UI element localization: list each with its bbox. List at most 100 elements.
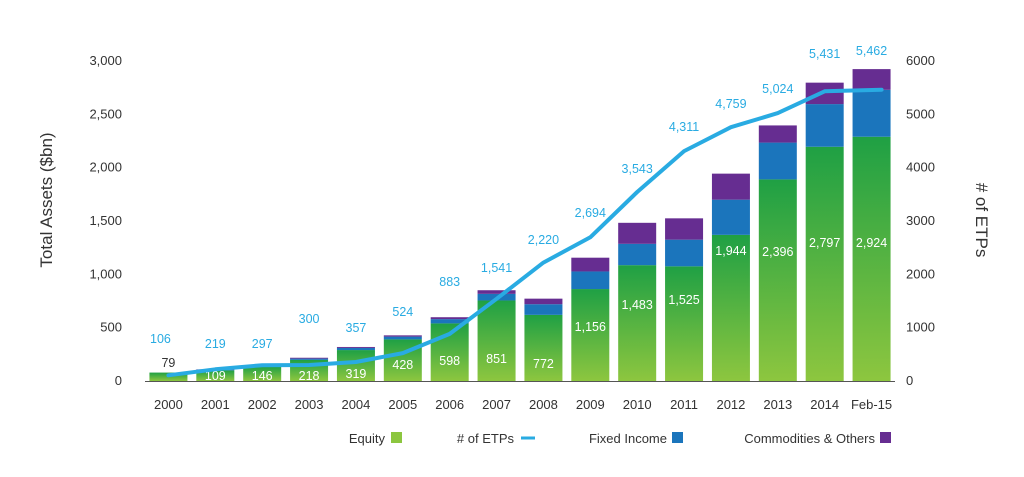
bar-equity xyxy=(243,366,282,381)
etp-value-label: 2,694 xyxy=(575,206,606,220)
etp-value-label: 524 xyxy=(392,305,413,319)
right-tick-label: 4000 xyxy=(906,160,935,175)
right-tick-label: 1000 xyxy=(906,320,935,335)
bar-fixed-income xyxy=(524,304,563,315)
etp-value-label: 883 xyxy=(439,275,460,289)
etp-value-label: 4,311 xyxy=(669,120,699,134)
total-value-label: 1,156 xyxy=(575,320,606,334)
right-tick-label: 6000 xyxy=(906,53,935,68)
etp-count-line xyxy=(166,87,884,378)
total-value-label: 319 xyxy=(346,367,367,381)
right-tick-label: 0 xyxy=(906,373,913,388)
total-value-label: 1,483 xyxy=(622,298,653,312)
etp-value-label: 219 xyxy=(205,337,226,351)
etp-value-label: 2,220 xyxy=(528,233,559,247)
x-tick-label: 2012 xyxy=(716,397,745,412)
total-value-label: 218 xyxy=(299,369,320,383)
x-tick-label: 2006 xyxy=(435,397,464,412)
etp-value-label: 297 xyxy=(252,337,273,351)
total-value-label: 428 xyxy=(392,358,413,372)
x-tick-label: 2000 xyxy=(154,397,183,412)
left-tick-label: 3,000 xyxy=(89,53,122,68)
right-tick-label: 2000 xyxy=(906,266,935,281)
bar-commodities xyxy=(336,346,375,348)
total-value-label: 598 xyxy=(439,354,460,368)
legend: Equity # of ETPs Fixed Income Commodities &… xyxy=(349,431,891,446)
x-tick-label: 2007 xyxy=(482,397,511,412)
total-value-label: 79 xyxy=(161,356,175,370)
total-value-label: 146 xyxy=(252,369,273,383)
etp-value-label: 4,759 xyxy=(715,97,746,111)
bar-commodities xyxy=(571,257,610,272)
legend-label: Commodities & Others xyxy=(744,431,875,446)
x-tick-label: 2001 xyxy=(201,397,230,412)
bar-equity xyxy=(571,289,610,381)
x-tick-label: 2005 xyxy=(388,397,417,412)
left-tick-label: 2,500 xyxy=(89,106,122,121)
bar-fixed-income xyxy=(383,336,422,340)
bar-fixed-income xyxy=(852,89,891,137)
etp-value-label: 5,462 xyxy=(856,44,887,58)
left-tick-label: 0 xyxy=(115,373,122,388)
x-tick-label: 2014 xyxy=(810,397,839,412)
bar-fixed-income xyxy=(711,199,750,235)
bar-commodities xyxy=(524,298,563,305)
bar-commodities xyxy=(665,218,704,240)
x-tick-label: 2004 xyxy=(341,397,370,412)
right-tick-label: 5000 xyxy=(906,106,935,121)
left-axis-title: Total Assets ($bn) xyxy=(37,132,56,267)
etp-value-label: 5,024 xyxy=(762,82,793,96)
x-tick-label: 2010 xyxy=(623,397,652,412)
legend-swatch xyxy=(880,432,891,443)
bar-commodities xyxy=(758,125,797,143)
x-tick-label: 2013 xyxy=(763,397,792,412)
left-tick-label: 2,000 xyxy=(89,160,122,175)
left-tick-label: 1,500 xyxy=(89,213,122,228)
bar-equity xyxy=(665,266,704,381)
bar-commodities xyxy=(477,290,516,294)
total-value-label: 1,944 xyxy=(715,244,746,258)
left-tick-label: 1,000 xyxy=(89,266,122,281)
left-tick-label: 500 xyxy=(100,320,122,335)
left-axis: 0 500 1,000 1,500 2,000 2,500 3,000 xyxy=(89,53,122,388)
total-labels: 79 109 146 218 319 428 598 851 772 1,156 1,483 1,52… xyxy=(161,236,887,383)
bar-equity xyxy=(852,136,891,381)
x-tick-label: 2002 xyxy=(248,397,277,412)
total-value-label: 2,797 xyxy=(809,236,840,250)
right-tick-label: 3000 xyxy=(906,213,935,228)
bar-commodities xyxy=(290,357,329,359)
bar-fixed-income xyxy=(571,271,610,290)
bar-fixed-income xyxy=(290,358,329,360)
total-value-label: 851 xyxy=(486,352,507,366)
bar-equity xyxy=(336,350,375,381)
etp-value-label: 106 xyxy=(150,332,171,346)
bar-fixed-income xyxy=(618,243,657,266)
bar-commodities xyxy=(383,335,422,337)
x-tick-label: 2008 xyxy=(529,397,558,412)
bar-fixed-income xyxy=(758,142,797,180)
total-value-label: 2,396 xyxy=(762,245,793,259)
bar-commodities xyxy=(711,173,750,200)
stacked-bars xyxy=(149,69,891,381)
legend-label: # of ETPs xyxy=(457,431,515,446)
x-tick-label: 2009 xyxy=(576,397,605,412)
total-value-label: 772 xyxy=(533,357,554,371)
bar-equity xyxy=(618,265,657,381)
bar-equity xyxy=(477,300,516,381)
x-tick-label: Feb-15 xyxy=(851,397,892,412)
etp-value-label: 300 xyxy=(299,312,320,326)
etp-value-label: 1,541 xyxy=(481,261,512,275)
bar-fixed-income xyxy=(336,347,375,351)
legend-swatch xyxy=(391,432,402,443)
legend-swatch xyxy=(672,432,683,443)
bar-equity xyxy=(711,234,750,381)
etp-value-label: 357 xyxy=(346,321,367,335)
bar-commodities xyxy=(618,222,657,244)
etp-value-label: 5,431 xyxy=(809,47,840,61)
etp-value-label: 3,543 xyxy=(622,162,653,176)
bar-equity xyxy=(524,314,563,381)
total-value-label: 1,525 xyxy=(668,293,699,307)
bar-fixed-income xyxy=(665,239,704,267)
bar-equity xyxy=(805,146,844,381)
